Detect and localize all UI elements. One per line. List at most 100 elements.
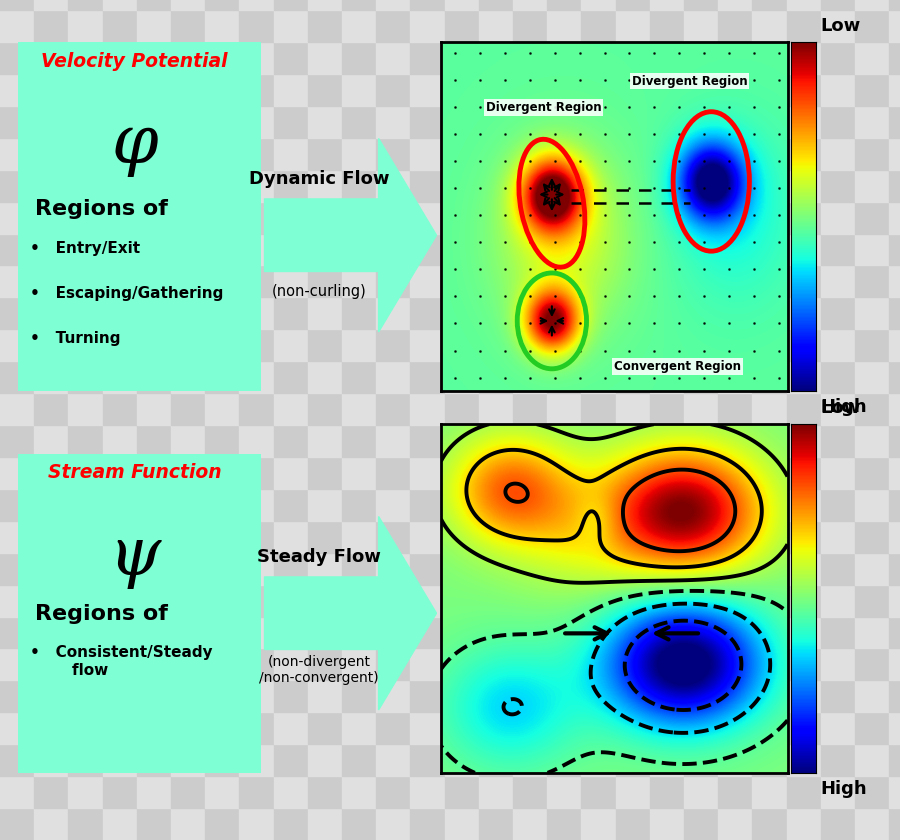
Bar bbox=[410, 776, 445, 808]
Bar bbox=[547, 10, 581, 42]
Bar bbox=[274, 393, 308, 425]
Bar bbox=[171, 744, 205, 776]
Bar bbox=[171, 585, 205, 617]
Bar bbox=[0, 521, 34, 553]
Bar bbox=[376, 744, 410, 776]
Bar bbox=[205, 744, 239, 776]
Bar bbox=[855, 744, 889, 776]
Bar bbox=[137, 106, 171, 138]
Bar bbox=[684, 361, 718, 393]
Bar bbox=[0, 648, 34, 680]
Bar bbox=[205, 202, 239, 234]
Bar bbox=[171, 393, 205, 425]
Bar bbox=[547, 744, 581, 776]
Bar bbox=[376, 170, 410, 202]
Bar bbox=[581, 138, 616, 170]
Bar bbox=[410, 138, 445, 170]
Bar bbox=[889, 744, 900, 776]
Bar bbox=[684, 648, 718, 680]
Bar bbox=[445, 585, 479, 617]
Bar bbox=[684, 42, 718, 74]
Bar bbox=[342, 808, 376, 840]
Bar bbox=[513, 457, 547, 489]
Bar bbox=[752, 10, 787, 42]
Bar bbox=[821, 202, 855, 234]
Bar bbox=[68, 138, 103, 170]
Bar bbox=[787, 0, 821, 10]
Bar bbox=[581, 808, 616, 840]
Bar bbox=[137, 42, 171, 74]
Bar bbox=[68, 170, 103, 202]
Bar bbox=[342, 489, 376, 521]
Bar bbox=[787, 680, 821, 712]
Bar bbox=[34, 585, 68, 617]
Bar bbox=[205, 553, 239, 585]
Bar bbox=[581, 202, 616, 234]
Bar bbox=[205, 361, 239, 393]
Bar bbox=[581, 680, 616, 712]
Bar bbox=[616, 712, 650, 744]
Bar bbox=[479, 265, 513, 297]
Bar bbox=[787, 425, 821, 457]
Bar bbox=[376, 521, 410, 553]
Bar bbox=[274, 361, 308, 393]
Bar bbox=[239, 553, 274, 585]
Bar bbox=[239, 297, 274, 329]
Bar bbox=[650, 712, 684, 744]
Bar bbox=[889, 489, 900, 521]
Bar bbox=[479, 776, 513, 808]
Bar bbox=[376, 202, 410, 234]
Bar bbox=[308, 393, 342, 425]
Bar bbox=[376, 10, 410, 42]
Bar bbox=[68, 234, 103, 265]
Bar bbox=[581, 42, 616, 74]
Bar bbox=[342, 744, 376, 776]
Bar bbox=[650, 744, 684, 776]
Bar bbox=[239, 0, 274, 10]
Bar bbox=[787, 393, 821, 425]
Bar bbox=[205, 297, 239, 329]
Bar bbox=[68, 648, 103, 680]
Bar bbox=[68, 74, 103, 106]
Bar bbox=[650, 393, 684, 425]
Bar bbox=[68, 489, 103, 521]
Bar bbox=[376, 648, 410, 680]
Bar bbox=[513, 138, 547, 170]
Bar bbox=[68, 10, 103, 42]
Bar bbox=[787, 648, 821, 680]
Bar bbox=[684, 489, 718, 521]
Bar bbox=[103, 393, 137, 425]
Text: Stream Function: Stream Function bbox=[48, 463, 221, 482]
Bar bbox=[616, 776, 650, 808]
Bar bbox=[821, 361, 855, 393]
Bar bbox=[650, 553, 684, 585]
Bar bbox=[855, 680, 889, 712]
Bar bbox=[650, 74, 684, 106]
Bar bbox=[308, 585, 342, 617]
Bar bbox=[479, 457, 513, 489]
Bar bbox=[410, 744, 445, 776]
Bar bbox=[752, 329, 787, 361]
Bar bbox=[68, 585, 103, 617]
Bar bbox=[547, 425, 581, 457]
Bar bbox=[274, 170, 308, 202]
Bar bbox=[684, 297, 718, 329]
Bar bbox=[479, 553, 513, 585]
Bar bbox=[718, 234, 752, 265]
Bar bbox=[821, 106, 855, 138]
Bar bbox=[855, 202, 889, 234]
Bar bbox=[171, 138, 205, 170]
Bar bbox=[445, 553, 479, 585]
Bar bbox=[445, 393, 479, 425]
Bar bbox=[650, 10, 684, 42]
Bar bbox=[137, 744, 171, 776]
Bar bbox=[787, 776, 821, 808]
Bar bbox=[889, 712, 900, 744]
Bar bbox=[137, 712, 171, 744]
Bar bbox=[855, 297, 889, 329]
Bar bbox=[171, 553, 205, 585]
Bar bbox=[274, 585, 308, 617]
Bar bbox=[103, 776, 137, 808]
Bar bbox=[171, 776, 205, 808]
Bar bbox=[342, 106, 376, 138]
